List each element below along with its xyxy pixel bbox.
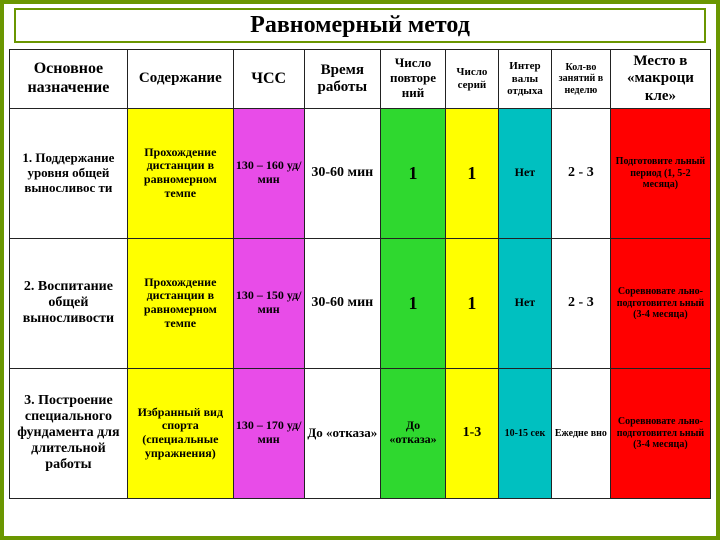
cell-0-7: 2 - 3	[551, 108, 610, 238]
table-row: 2. Воспитание общей выносливостиПрохожде…	[10, 238, 711, 368]
cell-0-1: Прохождение дистанции в равномерном темп…	[127, 108, 233, 238]
col-header-3: Время работы	[304, 50, 381, 109]
cell-0-4: 1	[381, 108, 446, 238]
cell-2-5: 1-3	[445, 368, 498, 498]
cell-0-6: Нет	[498, 108, 551, 238]
col-header-4: Число повторе ний	[381, 50, 446, 109]
table-row: 1. Поддержание уровня общей выносливос т…	[10, 108, 711, 238]
cell-0-3: 30-60 мин	[304, 108, 381, 238]
table-header: Основное назначениеСодержаниеЧССВремя ра…	[10, 50, 711, 109]
cell-2-7: Ежедне вно	[551, 368, 610, 498]
cell-2-2: 130 – 170 уд/мин	[233, 368, 304, 498]
cell-1-4: 1	[381, 238, 446, 368]
cell-2-6: 10-15 сек	[498, 368, 551, 498]
cell-1-5: 1	[445, 238, 498, 368]
cell-0-8: Подготовите льный период (1, 5-2 месяца)	[610, 108, 710, 238]
col-header-5: Число серий	[445, 50, 498, 109]
cell-2-0: 3. Построение специального фундамента дл…	[10, 368, 128, 498]
col-header-1: Содержание	[127, 50, 233, 109]
col-header-8: Место в «макроци кле»	[610, 50, 710, 109]
col-header-7: Кол-во занятий в неделю	[551, 50, 610, 109]
cell-0-5: 1	[445, 108, 498, 238]
col-header-2: ЧСС	[233, 50, 304, 109]
table-row: 3. Построение специального фундамента дл…	[10, 368, 711, 498]
cell-1-1: Прохождение дистанции в равномерном темп…	[127, 238, 233, 368]
cell-1-2: 130 – 150 уд/мин	[233, 238, 304, 368]
cell-2-1: Избранный вид спорта (специальные упражн…	[127, 368, 233, 498]
cell-0-2: 130 – 160 уд/мин	[233, 108, 304, 238]
cell-1-8: Соревновате льно- подготовител ьный (3-4…	[610, 238, 710, 368]
cell-1-6: Нет	[498, 238, 551, 368]
cell-0-0: 1. Поддержание уровня общей выносливос т…	[10, 108, 128, 238]
page-title: Равномерный метод	[16, 12, 704, 39]
cell-1-0: 2. Воспитание общей выносливости	[10, 238, 128, 368]
method-table: Основное назначениеСодержаниеЧССВремя ра…	[9, 49, 711, 499]
col-header-0: Основное назначение	[10, 50, 128, 109]
cell-2-4: До «отказа»	[381, 368, 446, 498]
cell-2-3: До «отказа»	[304, 368, 381, 498]
cell-2-8: Соревновате льно- подготовител ьный (3-4…	[610, 368, 710, 498]
col-header-6: Интер валы отдыха	[498, 50, 551, 109]
cell-1-7: 2 - 3	[551, 238, 610, 368]
cell-1-3: 30-60 мин	[304, 238, 381, 368]
